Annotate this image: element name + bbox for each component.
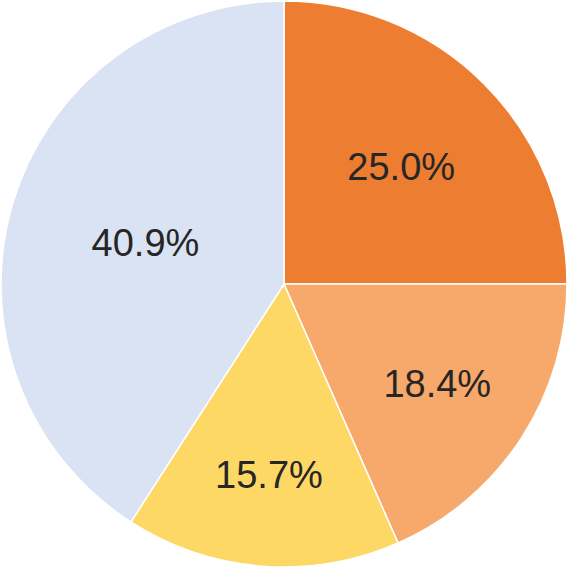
svg-text:25.0%: 25.0% [347, 146, 455, 188]
svg-text:15.7%: 15.7% [215, 454, 323, 496]
svg-text:40.9%: 40.9% [92, 222, 200, 264]
svg-text:18.4%: 18.4% [383, 363, 491, 405]
